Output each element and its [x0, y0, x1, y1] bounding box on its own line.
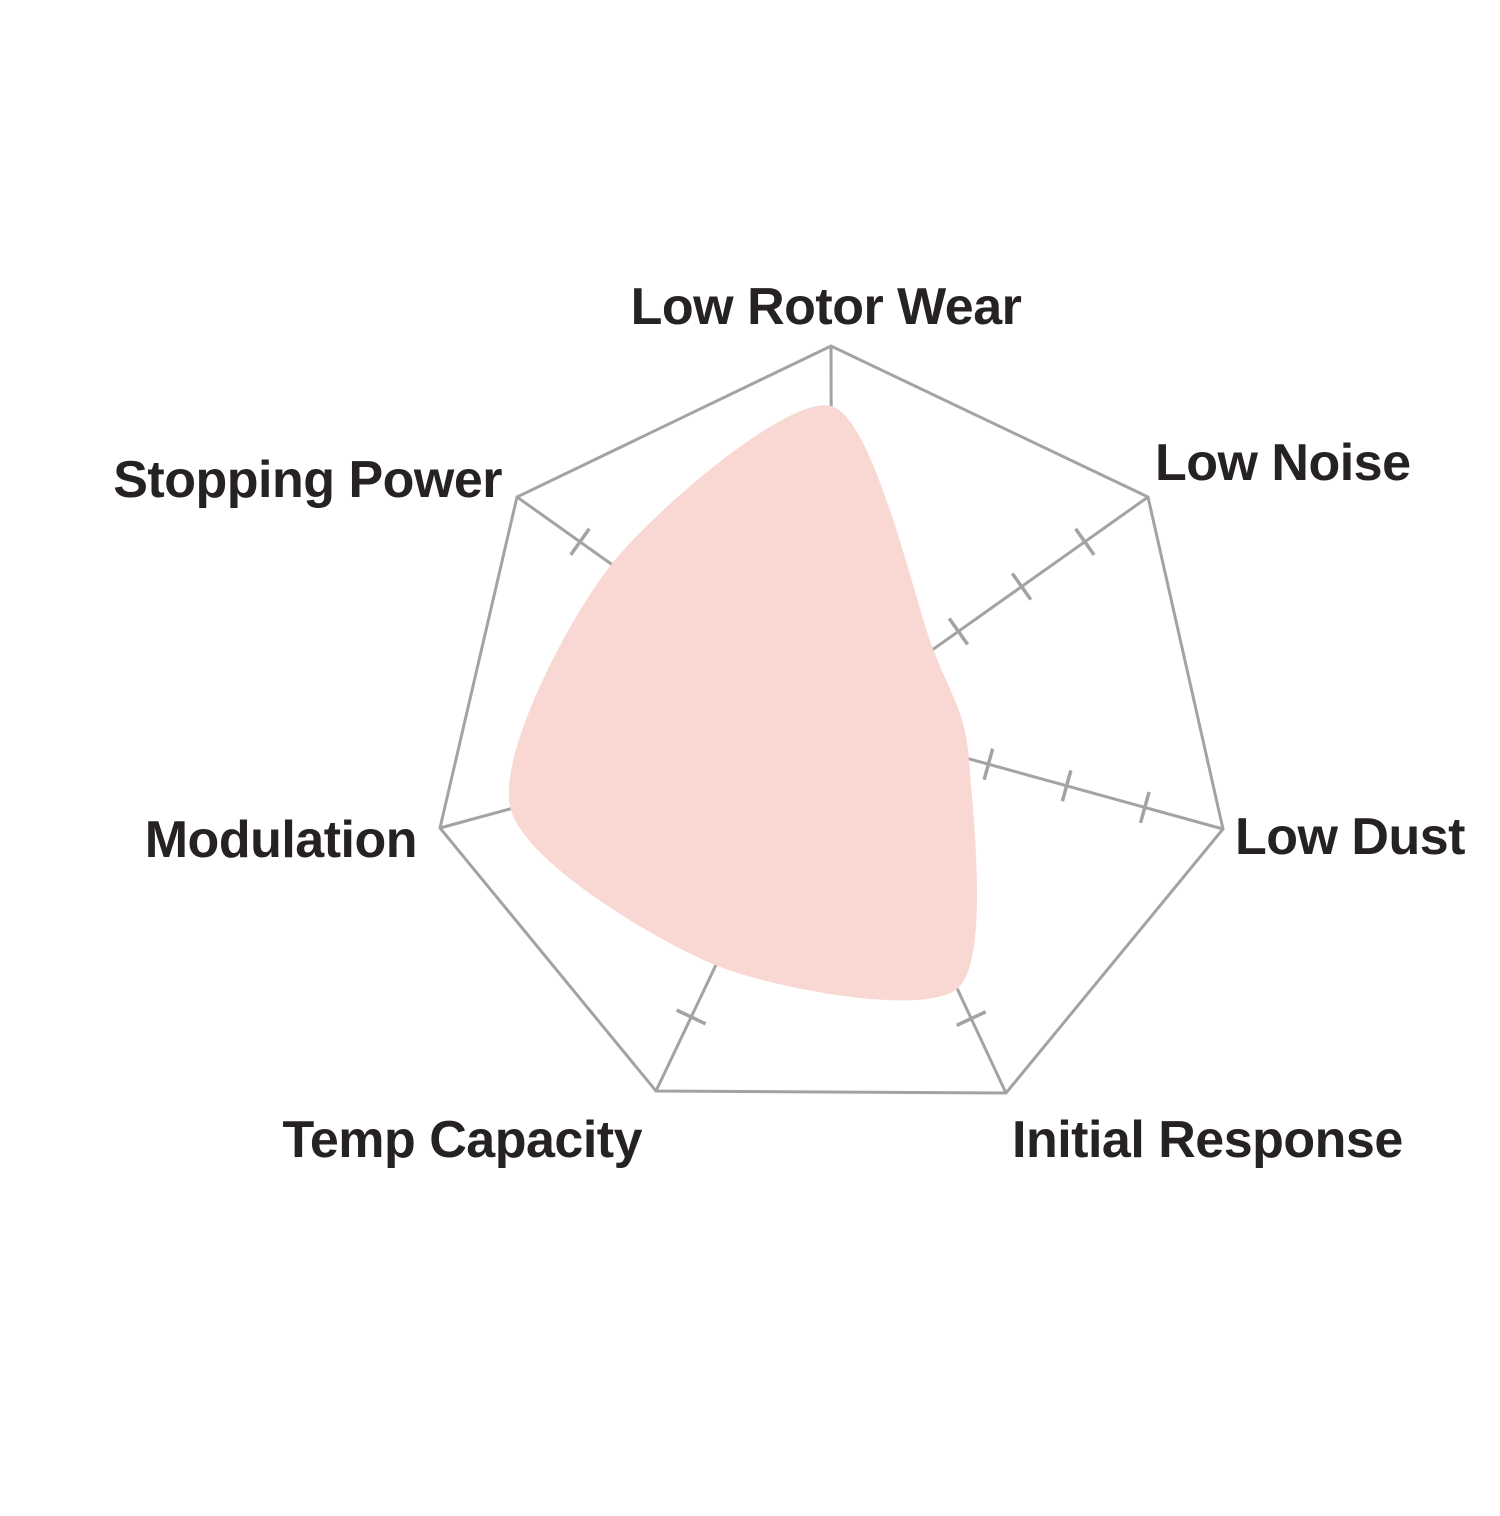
axis-label-initial-response: Initial Response	[1012, 1111, 1403, 1169]
tick-temp-capacity-4	[677, 1010, 706, 1024]
axis-label-modulation: Modulation	[145, 811, 417, 869]
tick-low-noise-3	[1012, 574, 1031, 600]
data-area-shape	[509, 405, 977, 1000]
axis-label-temp-capacity: Temp Capacity	[282, 1111, 642, 1169]
axis-label-low-noise: Low Noise	[1155, 434, 1411, 492]
tick-stopping-power-4	[571, 529, 590, 555]
radar-chart-svg: Low Rotor Wear Low Noise Low Dust Initial R…	[40, 16, 1500, 1516]
axis-label-low-rotor-wear: Low Rotor Wear	[631, 278, 1022, 336]
tick-initial-response-4	[957, 1012, 986, 1026]
radar-chart: Low Rotor Wear Low Noise Low Dust Initial R…	[40, 16, 1500, 1516]
axis-label-stopping-power: Stopping Power	[113, 451, 502, 509]
axis-label-low-dust: Low Dust	[1235, 808, 1465, 866]
tick-low-noise-2	[949, 618, 968, 644]
radar-data-area	[509, 405, 977, 1000]
tick-low-noise-4	[1076, 529, 1095, 555]
